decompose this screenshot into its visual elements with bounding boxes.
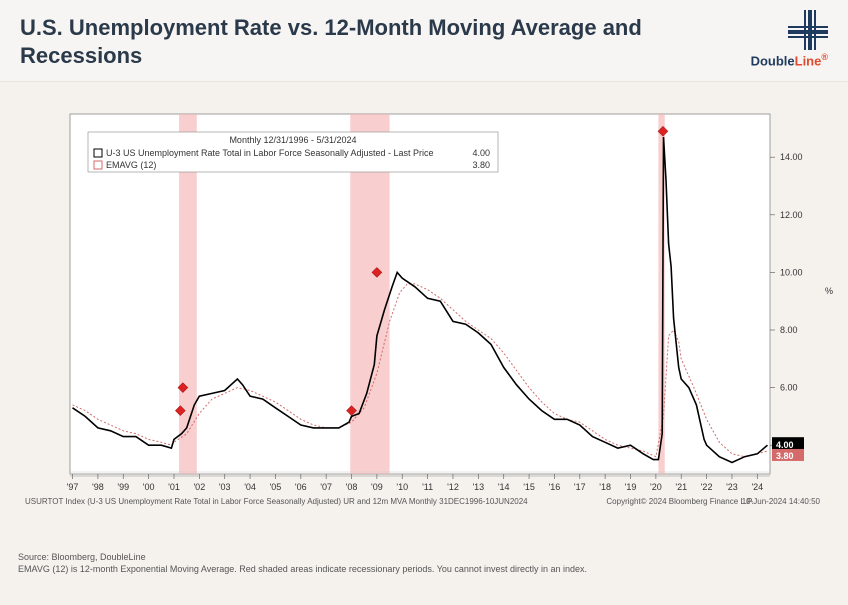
x-tick-label: '23: [726, 482, 738, 492]
x-tick-label: '15: [523, 482, 535, 492]
page-root: { "header": { "title": "U.S. Unemploymen…: [0, 0, 848, 605]
y-tick-label: 8.00: [780, 325, 798, 335]
x-tick-label: '13: [472, 482, 484, 492]
logo-text: DoubleLine®: [751, 52, 828, 68]
y-tick-label: 12.00: [780, 210, 803, 220]
legend-series-2: EMAVG (12): [106, 160, 156, 170]
x-tick-label: '17: [574, 482, 586, 492]
x-tick-label: '03: [219, 482, 231, 492]
source-line-2: EMAVG (12) is 12-month Exponential Movin…: [18, 563, 830, 575]
x-tick-label: '04: [244, 482, 256, 492]
y-tick-label: 10.00: [780, 267, 803, 277]
header: U.S. Unemployment Rate vs. 12-Month Movi…: [0, 0, 848, 82]
x-tick-label: '18: [599, 482, 611, 492]
x-tick-label: '22: [701, 482, 713, 492]
x-tick-label: '20: [650, 482, 662, 492]
svg-text:3.80: 3.80: [776, 451, 794, 461]
y-tick-label: 14.00: [780, 152, 803, 162]
chart-container: 4.00 6.00 8.00 10.00 12.00 14.00% '97 '98 '99 '00…: [0, 82, 848, 543]
legend-swatch-ema: [94, 161, 102, 169]
x-tick-label: '02: [193, 482, 205, 492]
unemployment-chart: 4.00 6.00 8.00 10.00 12.00 14.00% '97 '98 '99 '00…: [10, 94, 840, 539]
x-tick-label: '98: [92, 482, 104, 492]
x-tick-label: '08: [346, 482, 358, 492]
x-tick-label: '09: [371, 482, 383, 492]
legend-series-1-val: 4.00: [472, 148, 490, 158]
x-tick-label: '00: [143, 482, 155, 492]
chart-timestamp: 10-Jun-2024 14:40:50: [742, 497, 821, 506]
brand-logo: DoubleLine®: [751, 10, 828, 68]
legend-date-range: Monthly 12/31/1996 - 5/31/2024: [229, 135, 356, 145]
x-tick-label: '19: [625, 482, 637, 492]
page-title: U.S. Unemployment Rate vs. 12-Month Movi…: [20, 14, 660, 69]
source-line-1: Source: Bloomberg, DoubleLine: [18, 551, 830, 563]
x-tick-label: '10: [396, 482, 408, 492]
x-tick-label: '07: [320, 482, 332, 492]
legend-swatch-u3: [94, 149, 102, 157]
x-tick-label: '11: [422, 482, 433, 492]
x-tick-label: '97: [67, 482, 79, 492]
x-tick-label: '21: [675, 482, 687, 492]
legend-series-1: U-3 US Unemployment Rate Total in Labor …: [106, 148, 434, 158]
x-tick-label: '12: [447, 482, 459, 492]
source-footnote: Source: Bloomberg, DoubleLine EMAVG (12)…: [0, 543, 848, 575]
y-axis-label: %: [825, 286, 833, 296]
x-tick-label: '24: [751, 482, 763, 492]
x-tick-label: '14: [498, 482, 510, 492]
y-tick-label: 6.00: [780, 383, 798, 393]
x-tick-label: '01: [168, 482, 180, 492]
logo-cross-icon: [788, 10, 828, 50]
chart-footnote-right: Copyright© 2024 Bloomberg Finance L.P.: [606, 497, 753, 506]
svg-text:4.00: 4.00: [776, 440, 794, 450]
x-tick-label: '16: [549, 482, 561, 492]
chart-footnote-left: USURTOT Index (U-3 US Unemployment Rate …: [25, 497, 528, 506]
x-tick-label: '99: [117, 482, 129, 492]
legend-series-2-val: 3.80: [472, 160, 490, 170]
x-tick-label: '06: [295, 482, 307, 492]
x-tick-label: '05: [270, 482, 282, 492]
